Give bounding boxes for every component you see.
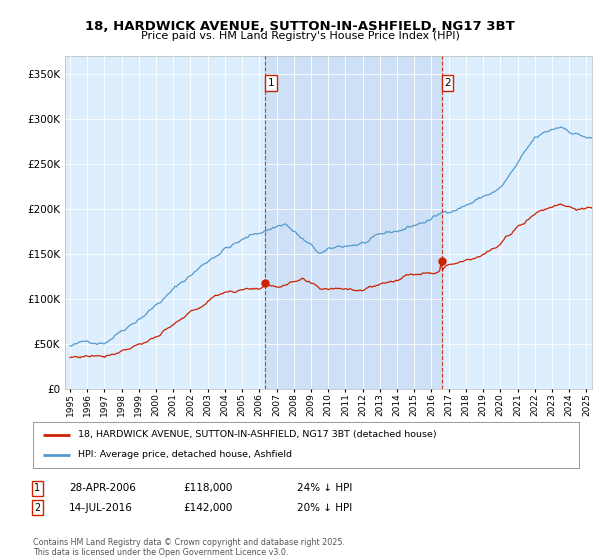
Text: 28-APR-2006: 28-APR-2006 <box>69 483 136 493</box>
Text: 2: 2 <box>34 503 40 513</box>
Bar <box>265 56 442 389</box>
Text: £118,000: £118,000 <box>183 483 232 493</box>
Text: 2: 2 <box>444 78 451 88</box>
Text: 14-JUL-2016: 14-JUL-2016 <box>69 503 133 513</box>
Text: 18, HARDWICK AVENUE, SUTTON-IN-ASHFIELD, NG17 3BT: 18, HARDWICK AVENUE, SUTTON-IN-ASHFIELD,… <box>85 20 515 32</box>
Text: 20% ↓ HPI: 20% ↓ HPI <box>297 503 352 513</box>
Text: 1: 1 <box>268 78 274 88</box>
Text: HPI: Average price, detached house, Ashfield: HPI: Average price, detached house, Ashf… <box>78 450 292 459</box>
Text: £142,000: £142,000 <box>183 503 232 513</box>
Text: 18, HARDWICK AVENUE, SUTTON-IN-ASHFIELD, NG17 3BT (detached house): 18, HARDWICK AVENUE, SUTTON-IN-ASHFIELD,… <box>78 430 436 439</box>
Text: Contains HM Land Registry data © Crown copyright and database right 2025.
This d: Contains HM Land Registry data © Crown c… <box>33 538 345 557</box>
Text: 24% ↓ HPI: 24% ↓ HPI <box>297 483 352 493</box>
Text: 1: 1 <box>34 483 40 493</box>
Text: Price paid vs. HM Land Registry's House Price Index (HPI): Price paid vs. HM Land Registry's House … <box>140 31 460 41</box>
